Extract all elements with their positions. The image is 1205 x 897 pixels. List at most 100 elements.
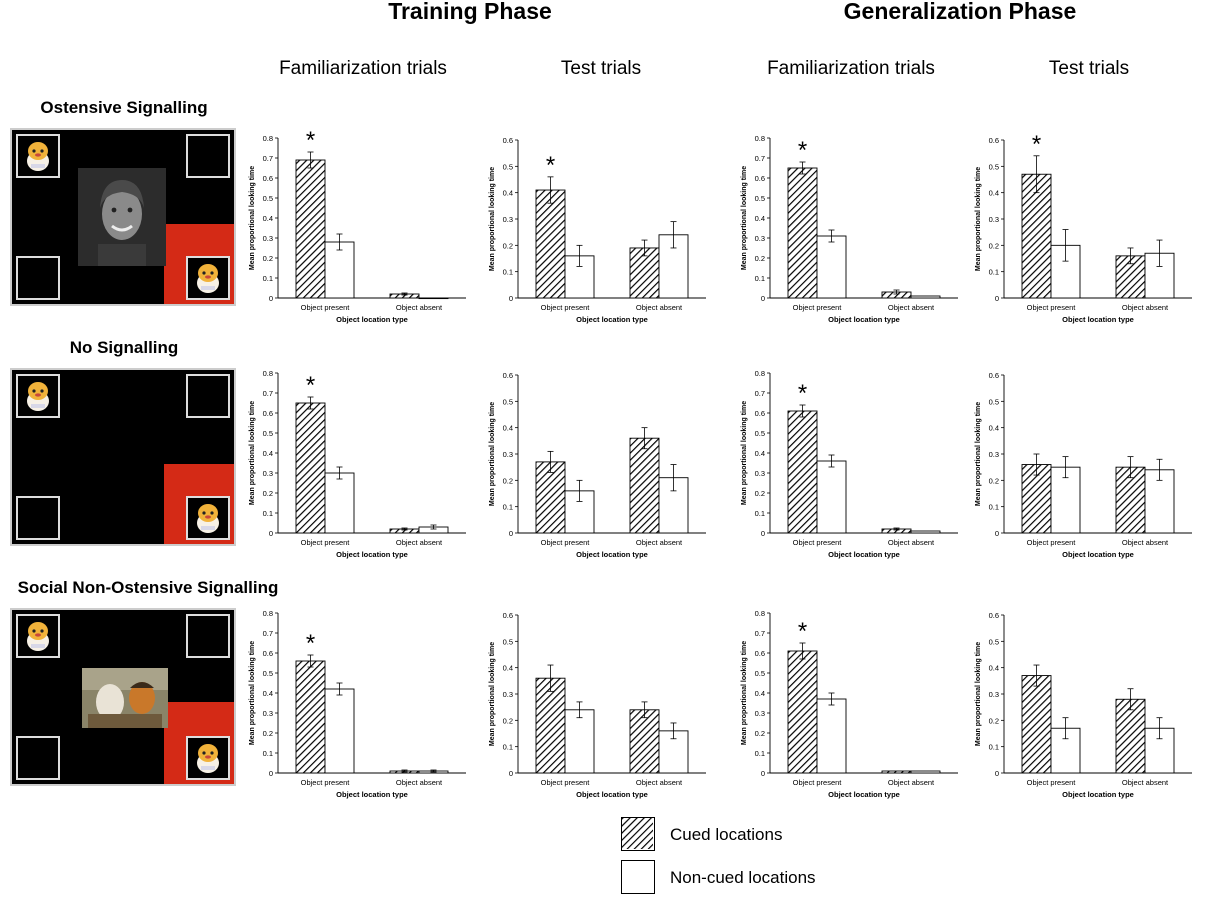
y-axis-label: Mean proportional looking time bbox=[975, 642, 982, 746]
y-axis-label: Mean proportional looking time bbox=[489, 402, 496, 506]
y-tick-label: 0.1 bbox=[263, 509, 273, 518]
y-tick-label: 0.5 bbox=[263, 669, 273, 678]
bar-cued bbox=[1115, 698, 1146, 774]
toy-icon bbox=[27, 142, 49, 171]
x-axis-label: Object location type bbox=[576, 550, 648, 559]
y-tick-label: 0 bbox=[761, 294, 765, 303]
scene-social bbox=[10, 608, 236, 786]
y-tick-label: 0.5 bbox=[989, 162, 999, 171]
bar-cued bbox=[295, 402, 326, 534]
y-tick-label: 0.4 bbox=[263, 214, 273, 223]
bar-noncued bbox=[910, 295, 941, 299]
scene-ostensive bbox=[10, 128, 236, 306]
bar-cued bbox=[629, 247, 660, 299]
y-tick-label: 0.8 bbox=[755, 369, 765, 378]
bar-noncued bbox=[816, 698, 847, 774]
chart-os-gf: Mean proportional looking time 0 0.1 0.2 0.3… bbox=[741, 134, 958, 324]
chart-so-tf: Mean proportional looking time 0 0.1 0.2 0.3… bbox=[249, 609, 466, 799]
y-tick-label: 0.7 bbox=[263, 154, 273, 163]
y-axis-label: Mean proportional looking time bbox=[741, 401, 748, 505]
chart-ns-gf: Mean proportional looking time 0 0.1 0.2 0.3… bbox=[741, 369, 958, 559]
corner-bottom-left bbox=[16, 256, 60, 300]
x-axis-label: Object location type bbox=[828, 315, 900, 324]
y-tick-label: 0.5 bbox=[263, 194, 273, 203]
x-category-label: Object absent bbox=[1122, 538, 1169, 547]
condition-label-no-signalling: No Signalling bbox=[69, 338, 179, 357]
x-axis-label: Object location type bbox=[576, 315, 648, 324]
x-category-label: Object absent bbox=[636, 538, 683, 547]
y-tick-label: 0.2 bbox=[503, 716, 513, 725]
y-tick-label: 0.3 bbox=[263, 234, 273, 243]
y-tick-label: 0.6 bbox=[755, 174, 765, 183]
y-tick-label: 0.5 bbox=[503, 637, 513, 646]
y-tick-label: 0 bbox=[995, 529, 999, 538]
legend-swatch-cued bbox=[621, 817, 655, 851]
y-tick-label: 0.5 bbox=[755, 669, 765, 678]
col-title-training-familiarization: Familiarization trials bbox=[279, 58, 447, 79]
generalization-phase-title: Generalization Phase bbox=[843, 0, 1077, 24]
y-tick-label: 0.1 bbox=[989, 268, 999, 277]
bar-noncued bbox=[910, 770, 941, 774]
y-tick-label: 0.6 bbox=[755, 409, 765, 418]
y-tick-label: 0.3 bbox=[755, 234, 765, 243]
y-tick-label: 0.5 bbox=[503, 162, 513, 171]
x-axis-label: Object location type bbox=[336, 315, 408, 324]
y-tick-label: 0.2 bbox=[989, 476, 999, 485]
x-axis-label: Object location type bbox=[828, 790, 900, 799]
chart-so-tt: Mean proportional looking time 0 0.1 0.2 0.3… bbox=[489, 611, 706, 799]
x-category-label: Object absent bbox=[636, 303, 683, 312]
x-axis-label: Object location type bbox=[828, 550, 900, 559]
y-tick-label: 0.6 bbox=[989, 136, 999, 145]
toy-icon bbox=[197, 744, 219, 773]
chart-os-tf: Mean proportional looking time 0 0.1 0.2 0.3… bbox=[249, 127, 466, 324]
corner-bottom-right bbox=[186, 256, 230, 300]
y-tick-label: 0.8 bbox=[263, 134, 273, 143]
y-tick-label: 0.7 bbox=[755, 154, 765, 163]
y-tick-label: 0.8 bbox=[263, 369, 273, 378]
bar-cued bbox=[535, 677, 566, 774]
y-tick-label: 0.2 bbox=[755, 489, 765, 498]
y-tick-label: 0.4 bbox=[263, 449, 273, 458]
y-tick-label: 0 bbox=[509, 769, 513, 778]
chart-ns-tf: Mean proportional looking time 0 0.1 0.2 0.3… bbox=[249, 369, 466, 559]
y-tick-label: 0.4 bbox=[503, 664, 513, 673]
corner-top-right bbox=[186, 374, 230, 418]
y-axis-label: Mean proportional looking time bbox=[249, 641, 256, 745]
y-tick-label: 0.1 bbox=[263, 749, 273, 758]
y-tick-label: 0.2 bbox=[755, 254, 765, 263]
x-category-label: Object absent bbox=[396, 303, 443, 312]
y-tick-label: 0.3 bbox=[503, 690, 513, 699]
chart-so-gt: Mean proportional looking time 0 0.1 0.2 0.3… bbox=[975, 611, 1192, 799]
col-title-generalization-test: Test trials bbox=[1048, 58, 1130, 79]
x-category-label: Object absent bbox=[888, 538, 935, 547]
y-tick-label: 0.2 bbox=[263, 254, 273, 263]
y-tick-label: 0.6 bbox=[263, 649, 273, 658]
y-tick-label: 0.3 bbox=[755, 709, 765, 718]
y-tick-label: 0.6 bbox=[263, 174, 273, 183]
corner-top-right bbox=[186, 614, 230, 658]
y-tick-label: 0.6 bbox=[263, 409, 273, 418]
x-category-label: Object absent bbox=[888, 778, 935, 787]
x-category-label: Object present bbox=[541, 778, 591, 787]
y-tick-label: 0 bbox=[761, 769, 765, 778]
x-axis-label: Object location type bbox=[336, 550, 408, 559]
y-tick-label: 0.2 bbox=[989, 241, 999, 250]
col-title-training-test: Test trials bbox=[560, 58, 642, 79]
y-tick-label: 0.2 bbox=[503, 241, 513, 250]
y-tick-label: 0.6 bbox=[989, 611, 999, 620]
muppet-scene-image bbox=[82, 668, 168, 728]
y-tick-label: 0.3 bbox=[503, 215, 513, 224]
y-tick-label: 0.2 bbox=[755, 729, 765, 738]
y-tick-label: 0.4 bbox=[989, 424, 999, 433]
y-tick-label: 0.1 bbox=[755, 509, 765, 518]
chart-ns-tt: Mean proportional looking time 0 0.1 0.2 0.3… bbox=[489, 371, 706, 559]
corner-top-left bbox=[16, 374, 60, 418]
y-tick-label: 0.6 bbox=[503, 611, 513, 620]
y-tick-label: 0.1 bbox=[503, 503, 513, 512]
y-tick-label: 0 bbox=[995, 769, 999, 778]
y-tick-label: 0.5 bbox=[263, 429, 273, 438]
y-tick-label: 0.6 bbox=[503, 371, 513, 380]
x-category-label: Object absent bbox=[636, 778, 683, 787]
y-axis-label: Mean proportional looking time bbox=[975, 402, 982, 506]
x-category-label: Object present bbox=[1027, 778, 1077, 787]
